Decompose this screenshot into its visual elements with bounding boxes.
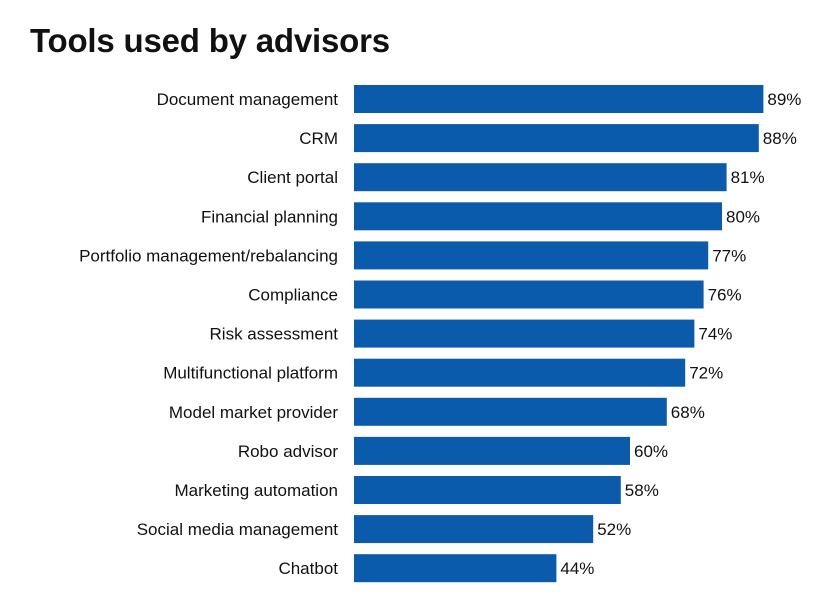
category-label: Document management [157,90,339,109]
category-label: Chatbot [278,559,338,578]
value-label: 77% [712,246,746,265]
category-label: Model market provider [169,403,338,422]
bar-row: Marketing automation 58% [175,476,659,504]
bar [354,163,727,192]
bar-row: Financial planning 80% [201,202,760,231]
category-label: CRM [299,129,338,148]
bar [354,280,704,309]
bar [354,397,667,426]
category-label: Portfolio management/rebalancing [79,246,338,265]
bar-row: Document management 89% [157,85,801,113]
bar-row: Chatbot 44% [278,554,594,583]
bar-row: Social media management 52% [137,515,631,544]
bar [354,202,722,231]
value-label: 72% [689,364,723,383]
bar [354,124,759,153]
category-label: Robo advisor [238,442,339,461]
category-label: Financial planning [201,207,338,226]
bar-row: Risk assessment 74% [210,319,732,348]
value-label: 60% [634,442,668,461]
value-label: 89% [767,90,801,109]
category-label: Social media management [137,520,339,539]
category-label: Compliance [248,286,338,305]
bar [354,319,695,348]
value-label: 76% [708,286,742,305]
category-label: Marketing automation [175,481,338,500]
bar-row: Portfolio management/rebalancing 77% [79,241,746,270]
bar-row: Compliance 76% [248,280,742,309]
bar [354,515,594,544]
bar-row: Model market provider 68% [169,397,705,426]
value-label: 74% [698,325,732,344]
value-label: 81% [731,168,765,187]
bar-row: Multifunctional platform 72% [163,358,723,387]
value-label: 52% [597,520,631,539]
bar [354,476,621,504]
bar [354,241,709,270]
bar-row: CRM 88% [299,124,797,153]
value-label: 68% [671,403,705,422]
value-label: 80% [726,207,760,226]
chart-title: Tools used by advisors [30,22,390,59]
bar [354,358,686,387]
bar [354,436,630,465]
value-label: 58% [625,481,659,500]
category-label: Risk assessment [210,325,339,344]
bar-row: Robo advisor 60% [238,436,668,465]
value-label: 44% [560,559,594,578]
bar-row: Client portal 81% [247,163,765,192]
value-label: 88% [763,129,797,148]
bar [354,85,764,113]
bar [354,554,557,583]
category-label: Client portal [247,168,338,187]
category-label: Multifunctional platform [163,364,338,383]
